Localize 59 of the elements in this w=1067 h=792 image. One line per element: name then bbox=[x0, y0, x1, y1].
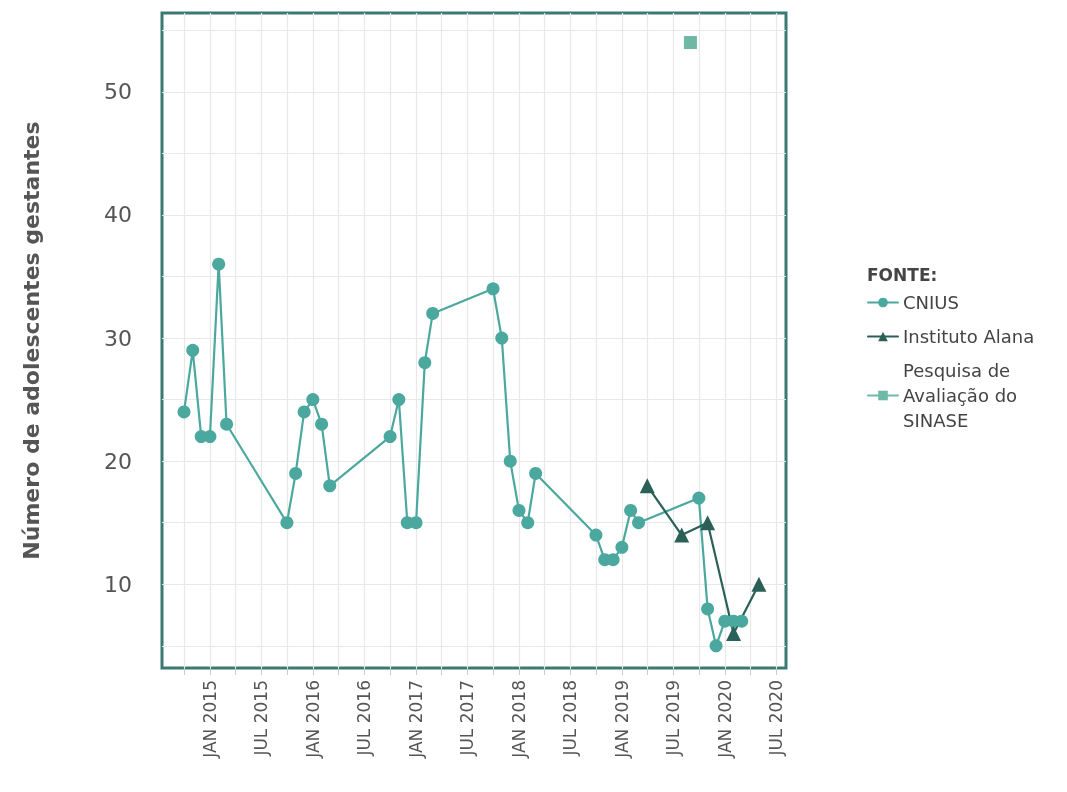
x-tick-label: JUL 2019 bbox=[662, 680, 683, 757]
legend-label: Pesquisa de Avaliação do SINASE bbox=[903, 360, 1023, 431]
point bbox=[495, 331, 509, 345]
point bbox=[521, 516, 535, 530]
point bbox=[486, 282, 500, 296]
y-tick-label: 40 bbox=[104, 202, 132, 228]
legend-title: FONTE: bbox=[867, 264, 938, 285]
point bbox=[177, 405, 191, 419]
x-tick-label: JAN 2019 bbox=[611, 680, 632, 759]
point bbox=[726, 626, 742, 642]
x-tick-label: JUL 2015 bbox=[250, 680, 271, 757]
x-tick-label: JAN 2015 bbox=[199, 680, 220, 759]
point bbox=[203, 430, 217, 444]
point bbox=[306, 393, 320, 407]
point bbox=[529, 466, 543, 480]
x-tick-label: JAN 2017 bbox=[406, 680, 427, 759]
point bbox=[692, 491, 706, 505]
point bbox=[220, 417, 234, 431]
point bbox=[606, 553, 620, 567]
point bbox=[280, 516, 294, 530]
y-tick-label: 50 bbox=[104, 79, 132, 105]
point bbox=[683, 36, 697, 50]
point bbox=[624, 503, 638, 517]
x-tick-label: JAN 2016 bbox=[302, 680, 323, 759]
point bbox=[503, 454, 517, 468]
point bbox=[392, 393, 406, 407]
x-tick-label: JAN 2020 bbox=[714, 680, 735, 759]
point bbox=[615, 540, 629, 554]
point bbox=[212, 257, 226, 271]
point bbox=[701, 602, 715, 616]
legend-label: CNIUS bbox=[903, 292, 959, 313]
point bbox=[735, 614, 749, 628]
x-tick-label: JUL 2020 bbox=[766, 680, 787, 757]
point bbox=[383, 430, 397, 444]
point bbox=[297, 405, 311, 419]
x-tick-label: JUL 2017 bbox=[457, 680, 478, 757]
y-tick-label: 20 bbox=[104, 448, 132, 474]
point bbox=[674, 527, 690, 543]
y-tick-label: 10 bbox=[104, 571, 132, 597]
y-tick-label: 30 bbox=[104, 325, 132, 351]
point bbox=[426, 306, 440, 320]
legend-label: Instituto Alana bbox=[903, 326, 1035, 347]
x-tick-label: JUL 2018 bbox=[560, 680, 581, 757]
point bbox=[751, 576, 767, 592]
x-tick-label: JUL 2016 bbox=[354, 680, 375, 757]
point bbox=[639, 478, 655, 494]
x-tick-label: JAN 2018 bbox=[508, 680, 529, 759]
point bbox=[418, 356, 432, 370]
point bbox=[323, 479, 337, 493]
point bbox=[186, 343, 200, 357]
point bbox=[409, 516, 423, 530]
point bbox=[700, 515, 716, 531]
point bbox=[632, 516, 646, 530]
point bbox=[709, 639, 723, 653]
point bbox=[315, 417, 329, 431]
point bbox=[289, 466, 303, 480]
y-axis-title: Número de adolescentes gestantes bbox=[18, 121, 44, 560]
point bbox=[512, 503, 526, 517]
point bbox=[589, 528, 603, 542]
